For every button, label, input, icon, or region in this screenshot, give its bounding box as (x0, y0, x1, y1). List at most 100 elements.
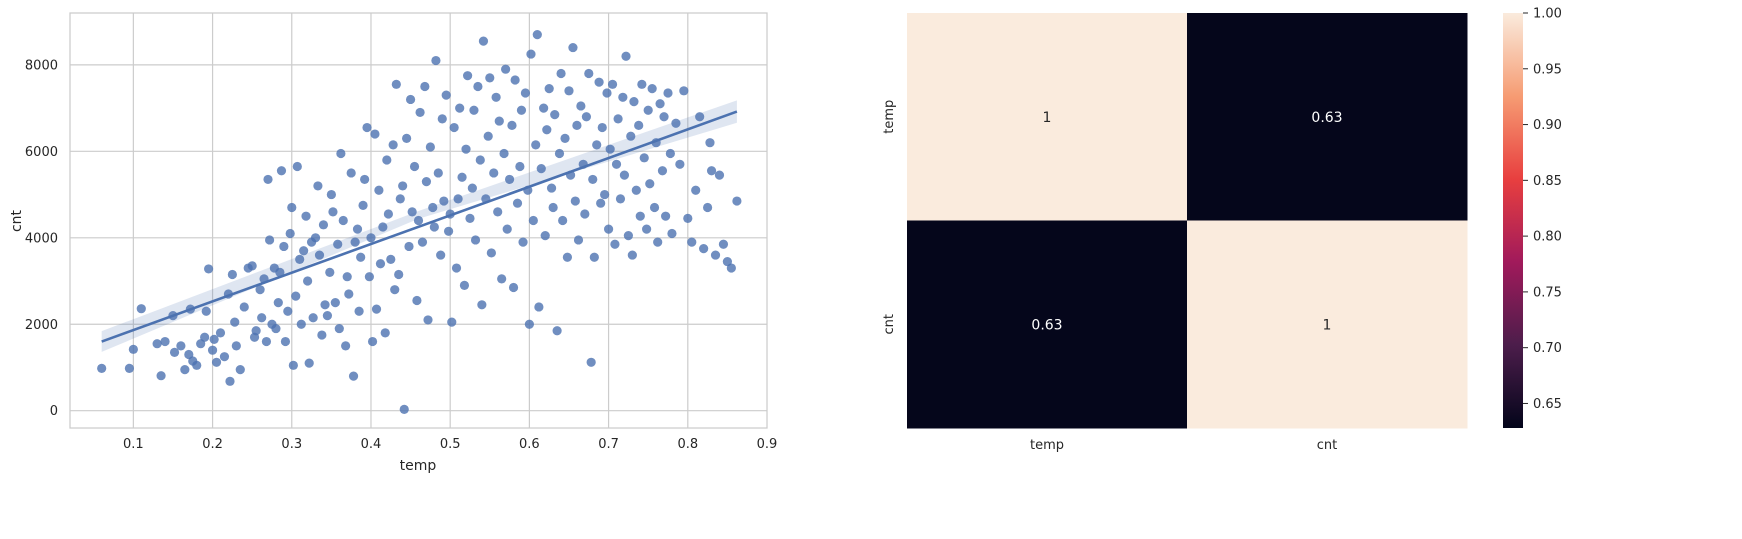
scatter-point (398, 181, 408, 191)
scatter-point (209, 334, 219, 344)
scatter-point (136, 304, 146, 314)
scatter-points (97, 30, 742, 415)
scatter-point (380, 328, 390, 338)
scatter-point (304, 358, 314, 368)
colorbar-tick-label: 0.90 (1533, 118, 1562, 133)
scatter-point (580, 209, 590, 219)
scatter-point (679, 86, 689, 96)
scatter-point (532, 30, 542, 40)
x-tick-label: 0.2 (202, 437, 223, 452)
scatter-point (417, 237, 428, 247)
scatter-point (314, 250, 325, 260)
scatter-point (718, 239, 729, 249)
scatter-point (520, 88, 531, 98)
scatter-point (531, 140, 541, 150)
scatter-point (588, 174, 598, 185)
scatter-point (313, 181, 323, 191)
scatter-point (429, 222, 439, 232)
scatter-point (491, 92, 501, 102)
heatmap-cell (1187, 220, 1468, 429)
scatter-point (322, 311, 333, 321)
scatter-point (180, 365, 190, 375)
heatmap-x-label: temp (1030, 438, 1064, 453)
scatter-point (657, 166, 668, 176)
scatter-point (665, 148, 675, 159)
scatter-point (386, 254, 396, 265)
scatter-point (489, 168, 499, 178)
scatter-point (536, 164, 546, 174)
scatter-point (334, 323, 344, 334)
scatter-point (156, 371, 166, 381)
scatter-point (631, 185, 641, 195)
colorbar-tick-label: 1.00 (1533, 7, 1562, 22)
heatmap-cell-label: 0.63 (1031, 317, 1062, 333)
scatter-point (128, 344, 138, 354)
scatter-point (586, 357, 596, 367)
scatter-point (310, 233, 321, 243)
scatter-point (639, 153, 649, 163)
regression-line-group (101, 110, 738, 343)
scatter-point (330, 298, 340, 308)
scatter-point (528, 215, 538, 226)
scatter-point (275, 267, 285, 277)
scatter-point (299, 246, 309, 256)
y-tick-label: 8000 (25, 58, 58, 73)
scatter-x-axis-label: temp (400, 458, 437, 474)
scatter-point (699, 243, 709, 254)
scatter-point (239, 302, 249, 312)
scatter-chart: 0.1 0.2 0.3 0.4 0.5 0.6 0.7 0.8 0.9 0 2000 4000 600… (9, 12, 777, 474)
scatter-point (539, 103, 549, 113)
scatter-point (124, 363, 135, 373)
heatmap-cells (907, 13, 1468, 429)
scatter-point (455, 103, 465, 113)
scatter-point (508, 282, 519, 293)
scatter-point (428, 202, 438, 213)
scatter-point (594, 77, 604, 87)
scatter-point (346, 168, 356, 178)
scatter-point (560, 133, 570, 143)
scatter-point (453, 194, 463, 204)
heatmap-annotations: 1 0.63 0.63 1 (1031, 110, 1342, 334)
scatter-point (695, 112, 705, 122)
scatter-point (486, 248, 496, 258)
scatter-point (494, 116, 504, 126)
scatter-point (497, 274, 507, 284)
scatter-point (227, 269, 237, 280)
scatter-point (407, 207, 417, 217)
scatter-point (550, 109, 560, 120)
scatter-point (336, 148, 346, 159)
scatter-point (655, 99, 665, 109)
scatter-point (667, 228, 677, 239)
scatter-point (663, 88, 673, 98)
scatter-point (524, 319, 534, 329)
scatter-point (291, 291, 301, 301)
scatter-y-axis-label: cnt (9, 209, 25, 232)
scatter-point (317, 330, 327, 340)
scatter-point (465, 213, 475, 223)
scatter-point (645, 179, 655, 189)
colorbar-tick-labels: 0.65 0.70 0.75 0.80 0.85 0.90 0.95 1.00 (1523, 7, 1562, 412)
scatter-point (572, 120, 582, 130)
scatter-point (618, 92, 628, 102)
scatter-point (366, 233, 376, 243)
scatter-point (469, 105, 479, 115)
scatter-point (402, 133, 412, 143)
scatter-gridlines (70, 13, 767, 428)
scatter-point (255, 285, 265, 295)
heatmap-y-tick-labels: temp cnt (882, 100, 897, 335)
scatter-point (320, 300, 330, 310)
scatter-point (390, 285, 400, 295)
scatter-point (350, 237, 360, 247)
scatter-point (542, 125, 552, 135)
scatter-point (570, 196, 580, 206)
scatter-point (611, 159, 622, 169)
x-tick-label: 0.5 (440, 437, 461, 452)
scatter-point (621, 51, 631, 61)
scatter-point (592, 140, 602, 150)
heatmap-cell (907, 13, 1188, 221)
scatter-point (370, 129, 380, 139)
scatter-point (470, 235, 481, 245)
scatter-point (285, 228, 295, 239)
scatter-point (413, 215, 424, 226)
scatter-point (544, 84, 554, 94)
